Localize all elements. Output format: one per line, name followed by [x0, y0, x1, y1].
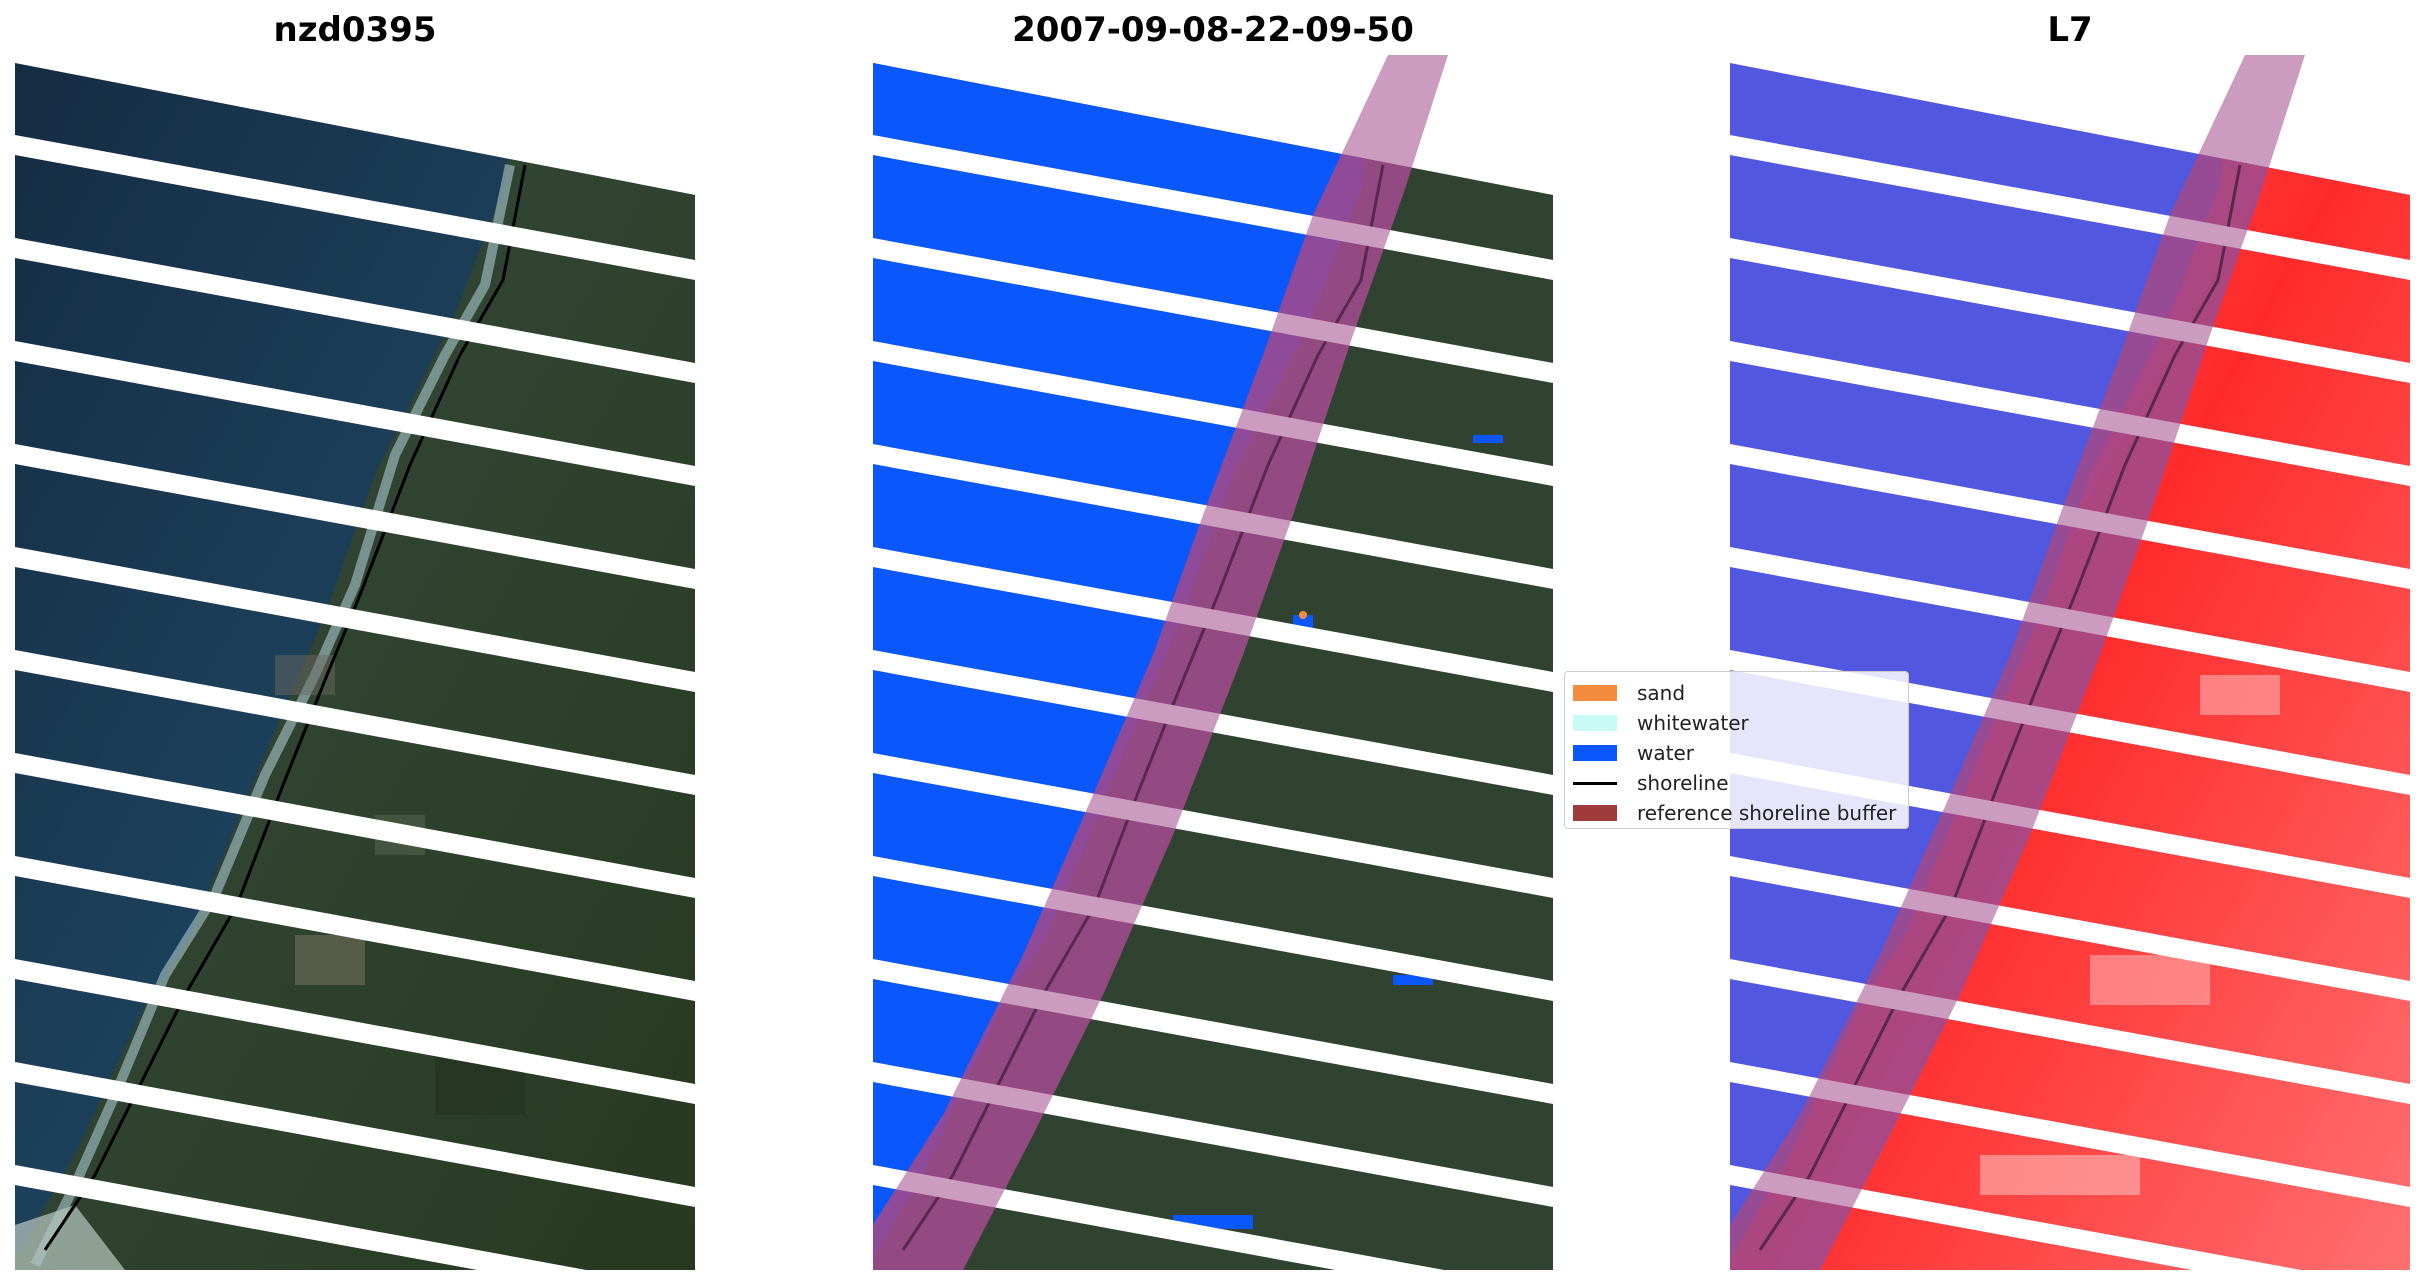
rgb-image	[15, 63, 695, 1270]
legend-item-shoreline: shoreline	[1573, 768, 1908, 798]
legend-label-reference-buffer: reference shoreline buffer	[1637, 801, 1897, 825]
legend-label-shoreline: shoreline	[1637, 771, 1729, 795]
legend-item-sand: sand	[1573, 678, 1908, 708]
classified-image	[873, 55, 1553, 1270]
legend-label-whitewater: whitewater	[1637, 711, 1749, 735]
legend-swatch-water	[1573, 745, 1617, 761]
legend-item-reference-buffer: reference shoreline buffer	[1573, 798, 1908, 828]
panel-title-index: L7	[2047, 10, 2093, 50]
shoreline	[43, 164, 527, 1251]
legend-item-whitewater: whitewater	[1573, 708, 1908, 738]
index-image	[1730, 55, 2410, 1270]
legend-swatch-reference-buffer	[1573, 805, 1617, 821]
legend-swatch-sand	[1573, 685, 1617, 701]
legend-item-water: water	[1573, 738, 1908, 768]
legend-swatch-whitewater	[1573, 715, 1617, 731]
legend-line-shoreline	[1573, 781, 1617, 785]
legend-label-water: water	[1637, 741, 1694, 765]
panel-title-rgb: nzd0395	[273, 10, 437, 50]
scan-line-gaps	[15, 135, 695, 1270]
panel-title-classified: 2007-09-08-22-09-50	[1012, 10, 1414, 50]
legend-label-sand: sand	[1637, 681, 1686, 705]
legend: sand whitewater water shoreline referenc…	[1564, 671, 1909, 829]
